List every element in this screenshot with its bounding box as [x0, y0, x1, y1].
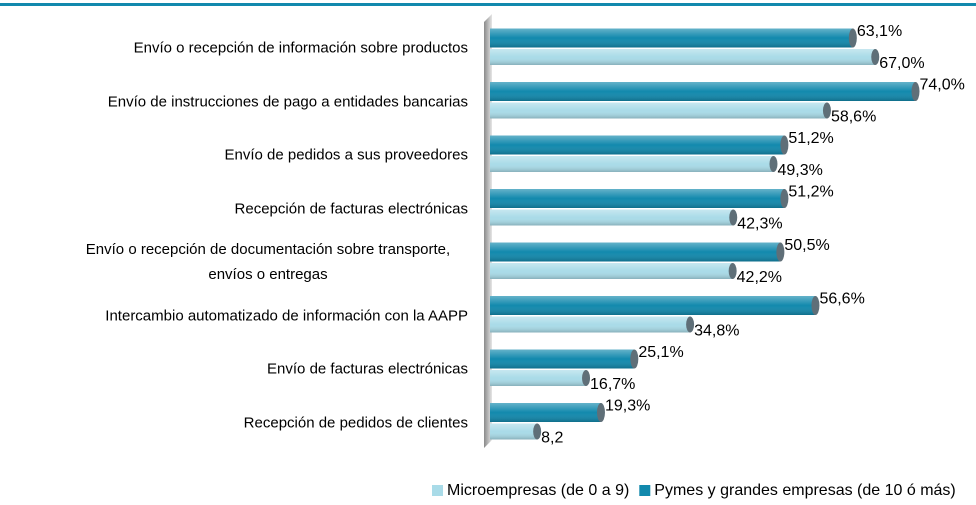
bar-shade [490, 263, 733, 279]
value-label: 51,2% [788, 184, 833, 201]
bar-shade [490, 316, 691, 333]
bar-cap [630, 349, 639, 369]
category-label: Envío de pedidos a sus proveedores [0, 143, 469, 168]
value-label: 42,2% [737, 269, 782, 286]
top-rule [0, 3, 976, 6]
category-text: Intercambio automatizado de información … [105, 307, 468, 324]
category-label: Recepción de facturas electrónicas [0, 196, 468, 221]
bar-shade [490, 242, 781, 262]
bar-shade [490, 28, 853, 48]
bar-shade [490, 102, 827, 119]
category-label: Envío o recepción de información sobre p… [0, 36, 468, 61]
category-label: Envío o recepción de documentación sobre… [0, 237, 468, 287]
bar-cap [776, 242, 785, 262]
bar-shade [490, 296, 816, 315]
bar-cap [769, 156, 778, 172]
category-label: Recepción de pedidos de clientes [0, 410, 468, 435]
legend-label: Pymes y grandes empresas (de 10 ó más) [654, 482, 955, 499]
bar-cap [848, 28, 857, 48]
bar-shade [490, 403, 601, 422]
bar-shade [490, 370, 587, 386]
bar-cap [686, 316, 695, 333]
value-label: 58,6% [831, 109, 876, 126]
bar-shade [490, 49, 876, 65]
legend-swatch [432, 485, 443, 496]
category-text: Recepción de pedidos de clientes [243, 414, 468, 431]
bar-shade [490, 189, 785, 208]
category-text: Envío de instrucciones de pago a entidad… [107, 93, 468, 110]
value-label: 25,1% [638, 344, 683, 361]
value-label: 63,1% [857, 23, 902, 40]
value-label: 8,2 [541, 430, 563, 447]
bar-shade [490, 156, 774, 172]
value-label: 74,0% [920, 77, 965, 94]
value-label: 34,8% [694, 323, 739, 340]
category-text: Recepción de facturas electrónicas [234, 200, 468, 217]
value-label: 50,5% [784, 237, 829, 254]
legend-swatch [639, 485, 651, 496]
bar-shade [490, 209, 734, 226]
bar-cap [811, 296, 820, 315]
bar-cap [871, 49, 880, 65]
value-label: 16,7% [590, 376, 635, 393]
bar-cap [911, 82, 920, 101]
legend-label: Microempresas (de 0 a 9) [447, 482, 629, 499]
category-text: Envío o recepción de información sobre p… [133, 39, 468, 57]
category-text: Envío de pedidos a sus proveedores [224, 146, 469, 164]
category-label: Envío de facturas electrónicas [0, 357, 468, 382]
value-label: 19,3% [605, 398, 650, 415]
bar-shade [490, 135, 785, 155]
bar-shade [490, 82, 916, 101]
bar-cap [729, 209, 738, 226]
value-label: 49,3% [777, 162, 822, 179]
bar-shade [490, 423, 538, 440]
category-label: Envío de instrucciones de pago a entidad… [0, 89, 468, 114]
bar-shade [490, 349, 635, 369]
bar-cap [728, 263, 737, 279]
category-text: Envío o recepción de documentación sobre… [85, 241, 451, 283]
axis-wall [484, 14, 492, 448]
bar-cap [596, 403, 605, 422]
category-text: Envío de facturas electrónicas [267, 360, 468, 378]
bar-cap [582, 370, 591, 386]
bar-cap [533, 423, 542, 440]
value-label: 67,0% [879, 55, 924, 72]
category-label: Intercambio automatizado de información … [0, 303, 468, 328]
value-label: 51,2% [788, 130, 833, 147]
value-label: 42,3% [737, 216, 782, 233]
bar-cap [780, 135, 789, 155]
bar-cap [822, 102, 831, 119]
bar-cap [780, 189, 789, 208]
value-label: 56,6% [819, 291, 864, 308]
